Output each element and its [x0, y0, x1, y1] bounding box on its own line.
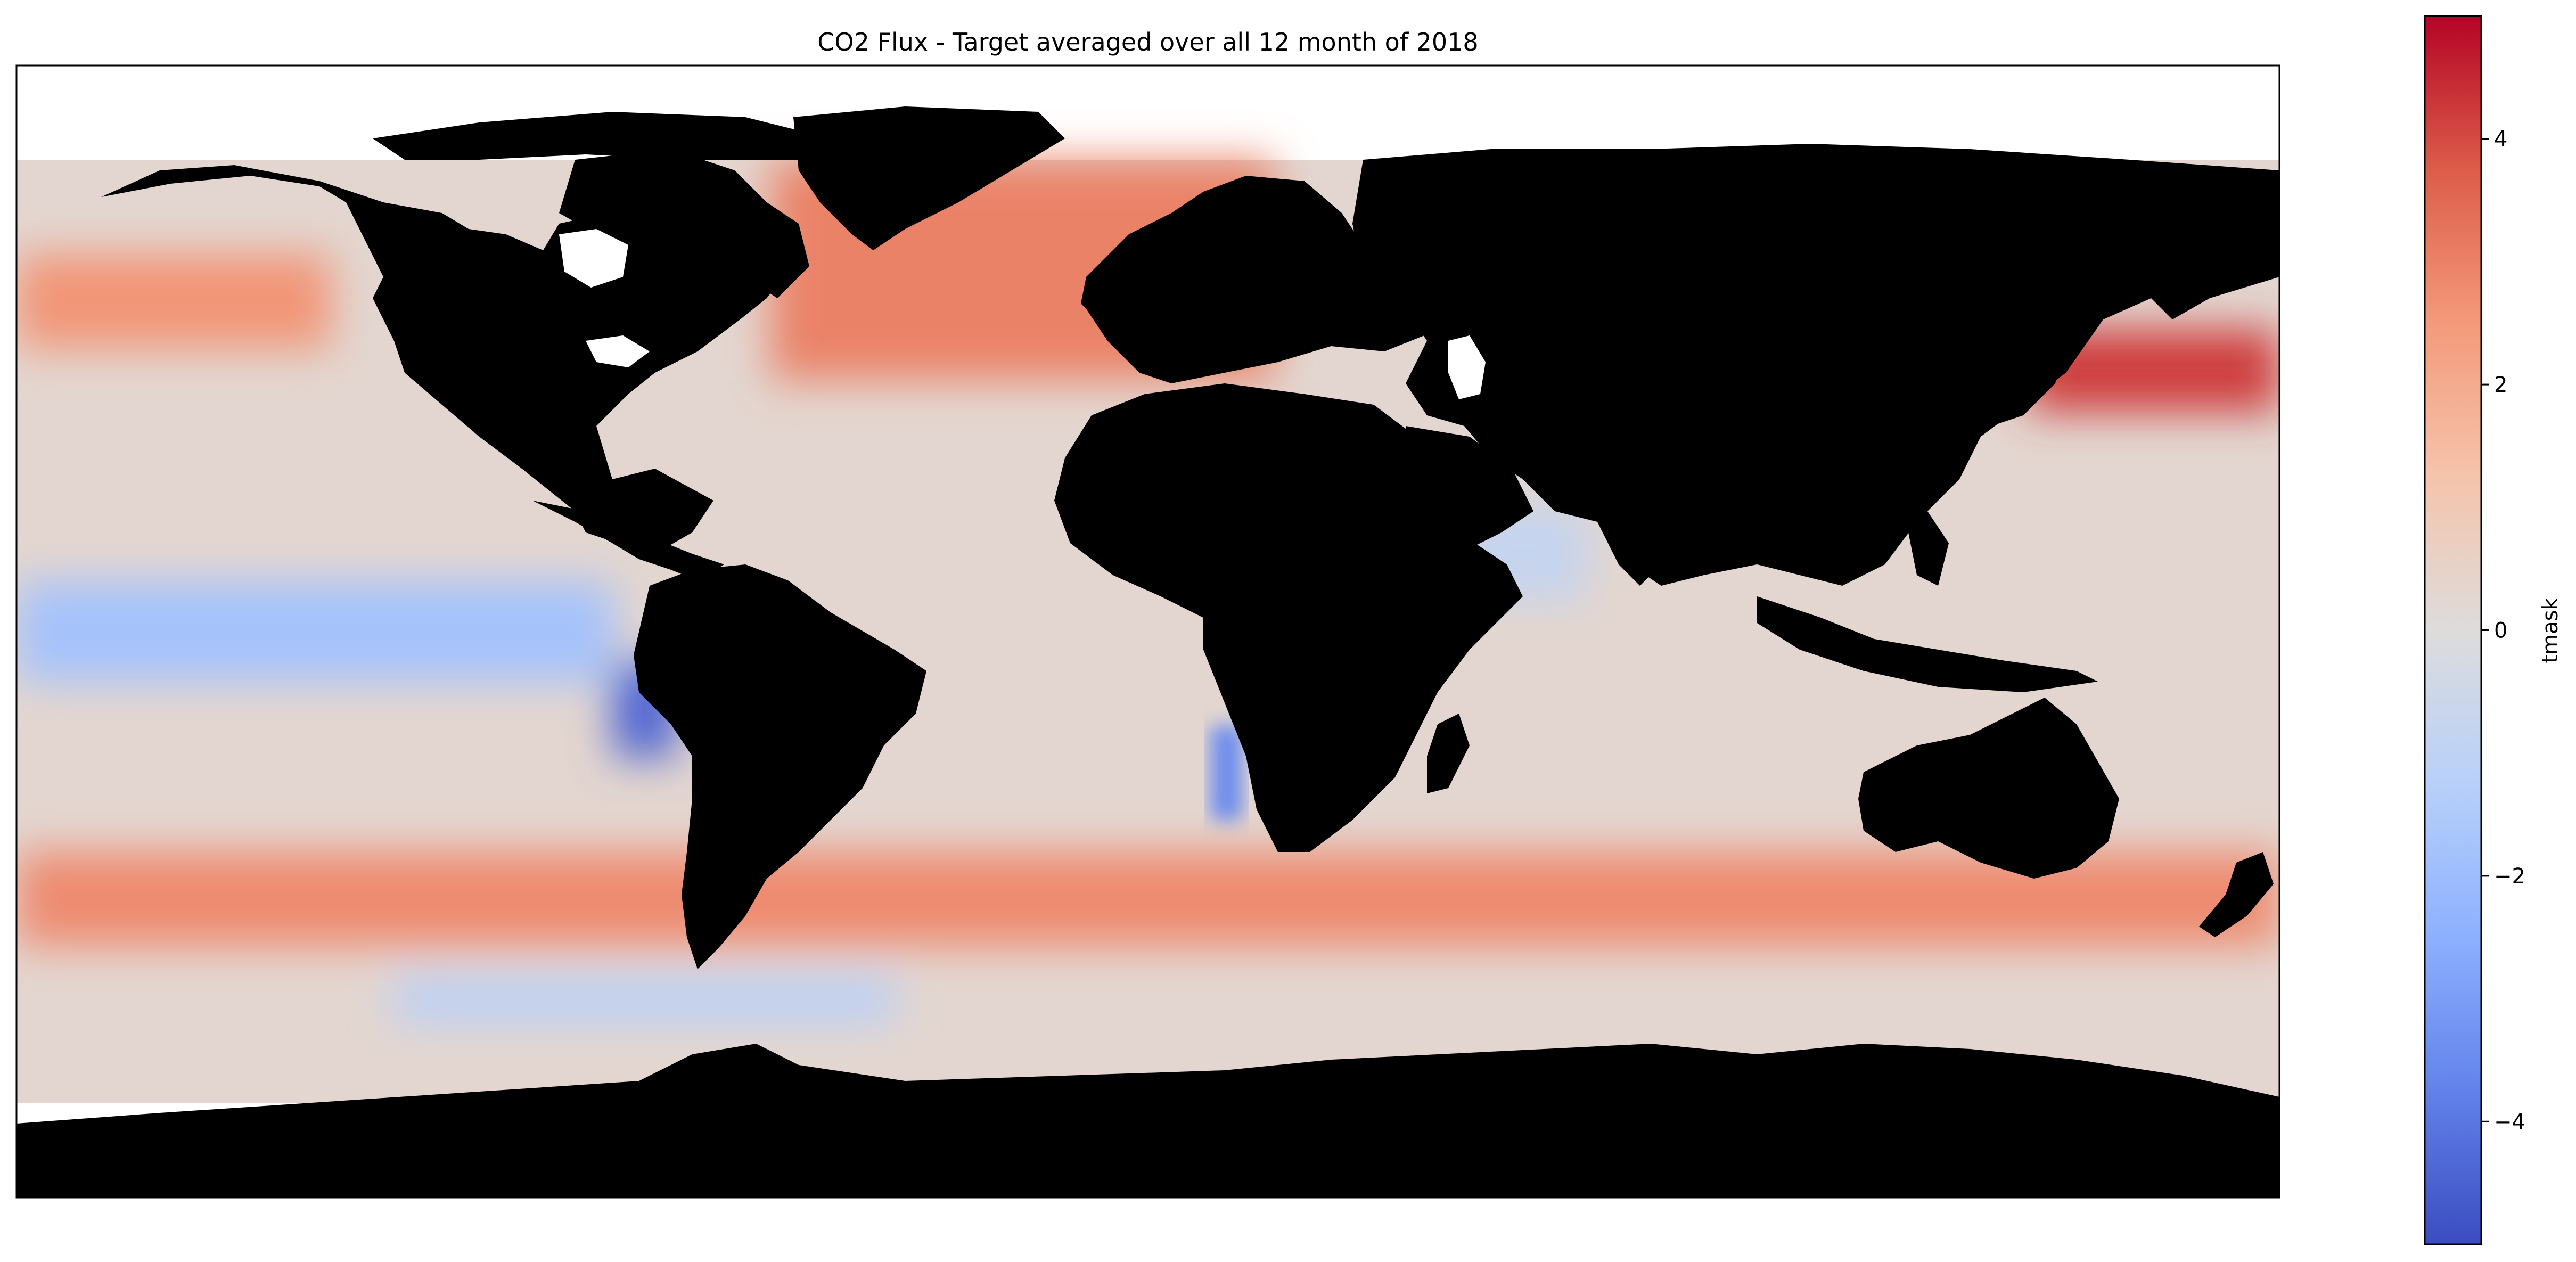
british-isles-land [1081, 261, 1123, 319]
flux-band-southern-ocean-outgassing [393, 977, 897, 1022]
central-america-land [532, 501, 724, 580]
colorbar-ticks: 4 2 0 −2 −4 [2481, 127, 2525, 1134]
hudson-bay-missing [559, 229, 628, 288]
africa-land [1054, 383, 1523, 852]
europe-land [1086, 176, 1438, 383]
asia-land [1352, 144, 2279, 586]
map-axes [15, 64, 2280, 1199]
flux-pattern-detail-layer [1211, 726, 1243, 821]
japan-land [1981, 319, 2066, 426]
map-title: CO2 Flux - Target averaged over all 12 m… [817, 28, 1478, 56]
flux-band-equatorial-pacific-outgassing [17, 581, 614, 682]
arctic-islands [373, 112, 831, 160]
philippines-land [1906, 511, 1949, 586]
greenland-land [793, 106, 1065, 250]
south-america-land [634, 564, 926, 969]
canadian-arctic-land [559, 149, 809, 298]
great-lakes-missing [586, 335, 650, 367]
caspian-sea-missing [1448, 335, 1486, 399]
flux-band-benguela-upwelling [1211, 726, 1243, 821]
madagascar-land [1427, 714, 1470, 793]
indonesia-land [1757, 596, 2098, 692]
colorbar-ramp [2425, 16, 2481, 1244]
missing-inland-areas [559, 229, 1486, 399]
australia-land [1858, 698, 2119, 879]
colorbar-label: tmask [2538, 597, 2563, 663]
flux-band-north-pacific-high-flux [17, 254, 331, 349]
colorbar: 4 2 0 −2 −4 tmask [2424, 15, 2563, 1245]
arabia-land [1406, 426, 1533, 554]
map-content [17, 65, 2279, 1198]
antarctica-land [17, 1044, 2279, 1198]
colorbar-tick-label: 0 [2494, 619, 2507, 643]
colorbar-tick-label: −4 [2494, 1110, 2525, 1134]
map-frame [15, 64, 2280, 1199]
colorbar-tick-label: −2 [2494, 864, 2525, 889]
new-zealand-land [2199, 852, 2274, 937]
colorbar-tick-label: 2 [2494, 373, 2507, 397]
colorbar-tick-label: 4 [2494, 127, 2507, 152]
flux-band-southern-ocean-sink [17, 851, 2279, 946]
india-land [1597, 479, 1683, 586]
